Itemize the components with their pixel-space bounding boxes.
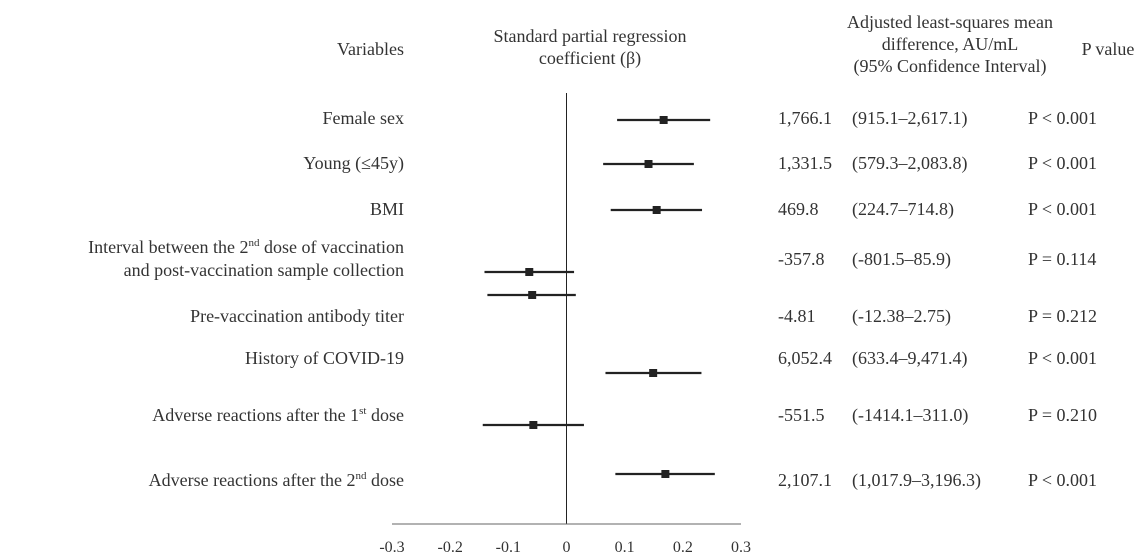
row-mean: 1,331.5 bbox=[778, 153, 832, 173]
row-mean: 469.8 bbox=[778, 199, 819, 219]
row-ci: (579.3–2,083.8) bbox=[852, 153, 968, 173]
point-estimate bbox=[525, 268, 534, 276]
row-pvalue: P = 0.114 bbox=[1028, 249, 1097, 269]
row-mean: -4.81 bbox=[778, 306, 816, 326]
x-tick-label: 0 bbox=[563, 539, 571, 555]
row-label-bmi: BMI bbox=[369, 199, 404, 219]
row-ci: (-801.5–85.9) bbox=[852, 249, 951, 269]
point-estimate bbox=[644, 160, 653, 168]
point-estimate bbox=[529, 421, 538, 429]
row-pvalue: P < 0.001 bbox=[1028, 348, 1097, 368]
point-estimate bbox=[652, 206, 661, 214]
x-tick-label: -0.2 bbox=[438, 539, 463, 555]
x-tick-label: -0.1 bbox=[496, 539, 521, 555]
row-label-prevacc-titer: Pre-vaccination antibody titer bbox=[190, 306, 404, 326]
point-estimate bbox=[528, 291, 537, 299]
row-ci: (224.7–714.8) bbox=[852, 199, 954, 219]
row-mean: 2,107.1 bbox=[778, 470, 832, 490]
row-label-female-sex: Female sex bbox=[322, 108, 404, 128]
point-estimate bbox=[649, 369, 658, 377]
row-label-young: Young (≤45y) bbox=[303, 153, 404, 173]
row-ci: (915.1–2,617.1) bbox=[852, 108, 968, 128]
row-mean: 1,766.1 bbox=[778, 108, 832, 128]
row-ci: (633.4–9,471.4) bbox=[852, 348, 968, 368]
row-label-adverse-1st: Adverse reactions after the 1st dose bbox=[152, 405, 404, 425]
row-mean: -551.5 bbox=[778, 405, 825, 425]
row-label-covid-history: History of COVID-19 bbox=[245, 348, 404, 368]
row-ci: (-1414.1–311.0) bbox=[852, 405, 969, 425]
row-pvalue: P < 0.001 bbox=[1028, 153, 1097, 173]
header-beta-line2: coefficient (β) bbox=[538, 48, 642, 68]
row-ci: (-12.38–2.75) bbox=[852, 306, 951, 326]
x-tick-label: -0.3 bbox=[379, 539, 404, 555]
row-pvalue: P < 0.001 bbox=[1028, 108, 1097, 128]
header-beta: Standard partial regression coefficient … bbox=[460, 25, 720, 69]
row-mean: -357.8 bbox=[778, 249, 825, 269]
header-diff-line2: difference, AU/mL bbox=[881, 34, 1019, 54]
point-estimate bbox=[659, 116, 668, 124]
x-tick-label: 0.2 bbox=[673, 539, 693, 555]
header-beta-line1: Standard partial regression bbox=[493, 26, 687, 46]
header-diff-line1: Adjusted least-squares mean bbox=[847, 12, 1053, 32]
point-estimate bbox=[661, 470, 670, 478]
row-mean: 6,052.4 bbox=[778, 348, 832, 368]
x-tick-label: 0.3 bbox=[731, 539, 751, 555]
row-label-adverse-2nd: Adverse reactions after the 2nd dose bbox=[148, 470, 404, 490]
row-pvalue: P = 0.210 bbox=[1028, 405, 1097, 425]
row-pvalue: P = 0.212 bbox=[1028, 306, 1097, 326]
header-variables: Variables bbox=[337, 39, 404, 59]
row-ci: (1,017.9–3,196.3) bbox=[852, 470, 981, 490]
header-pvalue: P value bbox=[1081, 39, 1135, 59]
header-difference: Adjusted least-squares mean difference, … bbox=[835, 11, 1065, 77]
row-pvalue: P < 0.001 bbox=[1028, 470, 1097, 490]
x-tick-label: 0.1 bbox=[615, 539, 635, 555]
row-label-interval: Interval between the 2nd dose of vaccina… bbox=[88, 237, 404, 280]
header-diff-line3: (95% Confidence Interval) bbox=[853, 56, 1047, 76]
row-pvalue: P < 0.001 bbox=[1028, 199, 1097, 219]
